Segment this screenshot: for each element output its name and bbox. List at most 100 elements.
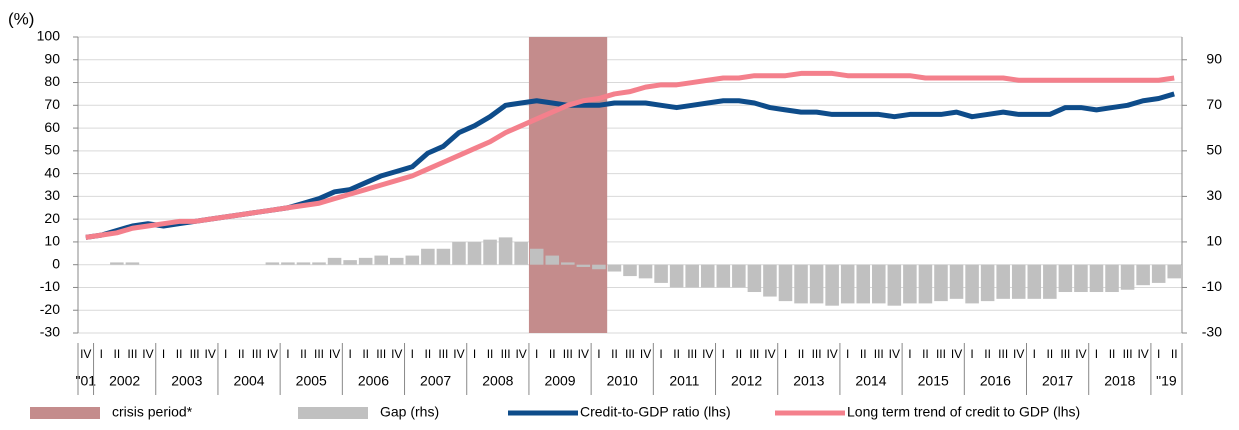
x-tick-label: IV xyxy=(204,347,215,361)
x-tick-label: I xyxy=(970,347,973,361)
x-tick-label: III xyxy=(376,347,386,361)
gap-bar xyxy=(980,264,995,302)
x-group-label: 2006 xyxy=(358,373,389,389)
x-group-label: 2007 xyxy=(420,373,451,389)
x-tick-label: IV xyxy=(80,347,91,361)
gap-bar xyxy=(296,262,311,265)
x-group-label: 2010 xyxy=(607,373,638,389)
x-group-label: 2011 xyxy=(669,373,699,389)
gap-bar xyxy=(436,248,451,265)
y-tick-label: -20 xyxy=(40,301,60,317)
x-tick-label: I xyxy=(286,347,289,361)
x-tick-label: III xyxy=(1123,347,1133,361)
x-group-label: 2016 xyxy=(980,373,1011,389)
gap-bar xyxy=(281,262,295,265)
gap-bar xyxy=(483,239,497,265)
x-tick-label: III xyxy=(127,347,137,361)
x-tick-label: I xyxy=(224,347,227,361)
x-tick-label: IV xyxy=(640,347,651,361)
x-tick-label: I xyxy=(100,347,103,361)
x-group-label: 2017 xyxy=(1042,373,1073,389)
x-tick-label: I xyxy=(846,347,849,361)
gap-bar xyxy=(949,264,964,299)
gap-bar xyxy=(778,264,793,302)
x-tick-label: I xyxy=(1095,347,1098,361)
y-tick-label: 10 xyxy=(44,233,60,249)
x-tick-label: III xyxy=(812,347,822,361)
gap-bar xyxy=(856,264,871,304)
gap-bar xyxy=(327,257,342,265)
gap-bar xyxy=(452,241,466,265)
gap-bar xyxy=(794,264,808,304)
gap-bar xyxy=(514,241,528,265)
gap-bar xyxy=(1151,264,1166,283)
x-tick-label: IV xyxy=(391,347,402,361)
x-tick-label: III xyxy=(625,347,635,361)
x-tick-label: II xyxy=(1109,347,1116,361)
gap-bar xyxy=(1120,264,1135,290)
x-tick-label: IV xyxy=(826,347,837,361)
x-tick-label: II xyxy=(798,347,805,361)
y-tick-label: 90 xyxy=(44,50,60,66)
gap-bar xyxy=(825,264,839,306)
x-tick-label: II xyxy=(487,347,494,361)
x-tick-label: III xyxy=(314,347,324,361)
x-tick-label: IV xyxy=(1137,347,1148,361)
y-tick-label: 30 xyxy=(44,187,60,203)
y2-tick-label: 30 xyxy=(1206,187,1222,203)
x-tick-label: II xyxy=(362,347,369,361)
crisis-band xyxy=(591,37,608,333)
legend-swatch xyxy=(30,407,100,419)
gap-bar xyxy=(809,264,824,304)
gap-bar xyxy=(265,262,280,265)
x-group-label: 2004 xyxy=(233,373,264,389)
gap-bar xyxy=(918,264,933,304)
x-tick-label: I xyxy=(1033,347,1036,361)
gap-bar xyxy=(965,264,979,304)
legend-label: crisis period* xyxy=(112,404,193,420)
x-group-label: 2013 xyxy=(793,373,824,389)
gap-bar xyxy=(1011,264,1026,299)
x-tick-label: III xyxy=(1060,347,1070,361)
x-tick-label: IV xyxy=(951,347,962,361)
gap-bar xyxy=(669,264,684,288)
y-tick-label: 40 xyxy=(44,164,60,180)
x-tick-label: I xyxy=(784,347,787,361)
x-tick-label: II xyxy=(1171,347,1178,361)
x-tick-label: III xyxy=(438,347,448,361)
x-group-label: 2014 xyxy=(855,373,886,389)
gap-bar xyxy=(840,264,855,304)
y2-tick-label: -30 xyxy=(1202,324,1222,340)
y-tick-label: 60 xyxy=(44,119,60,135)
line xyxy=(85,70,1175,240)
x-tick-label: III xyxy=(936,347,946,361)
crisis-band xyxy=(575,37,592,333)
crisis-band xyxy=(528,37,545,333)
x-group-label: "19 xyxy=(1156,373,1177,389)
x-tick-label: I xyxy=(722,347,725,361)
x-group-label: 2005 xyxy=(296,373,327,389)
x-tick-label: II xyxy=(611,347,618,361)
x-tick-label: II xyxy=(176,347,183,361)
legend-swatch xyxy=(298,407,368,419)
gap-bar xyxy=(1027,264,1042,299)
x-group-label: 2018 xyxy=(1104,373,1135,389)
y-tick-label: 20 xyxy=(44,210,60,226)
x-tick-label: II xyxy=(984,347,991,361)
x-tick-label: I xyxy=(473,347,476,361)
gap-bar xyxy=(732,264,746,288)
gap-bar xyxy=(343,260,357,265)
gap-bar xyxy=(125,262,140,265)
y2-tick-label: 90 xyxy=(1206,50,1222,66)
x-group-label: 2002 xyxy=(109,373,140,389)
gap-bar xyxy=(763,264,777,297)
gap-bar xyxy=(110,262,124,265)
gap-bar xyxy=(607,264,622,272)
legend-label: Gap (rhs) xyxy=(380,404,439,420)
gap-bar xyxy=(1058,264,1073,293)
gap-bar xyxy=(716,264,731,288)
gap-bar xyxy=(1105,264,1119,293)
x-tick-label: II xyxy=(860,347,867,361)
x-group-label: 2008 xyxy=(482,373,513,389)
gap-bar xyxy=(358,257,373,265)
